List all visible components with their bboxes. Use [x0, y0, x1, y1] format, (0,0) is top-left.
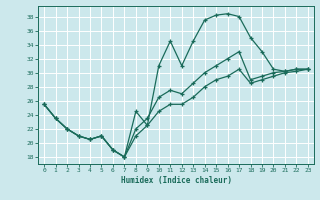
X-axis label: Humidex (Indice chaleur): Humidex (Indice chaleur) [121, 176, 231, 185]
